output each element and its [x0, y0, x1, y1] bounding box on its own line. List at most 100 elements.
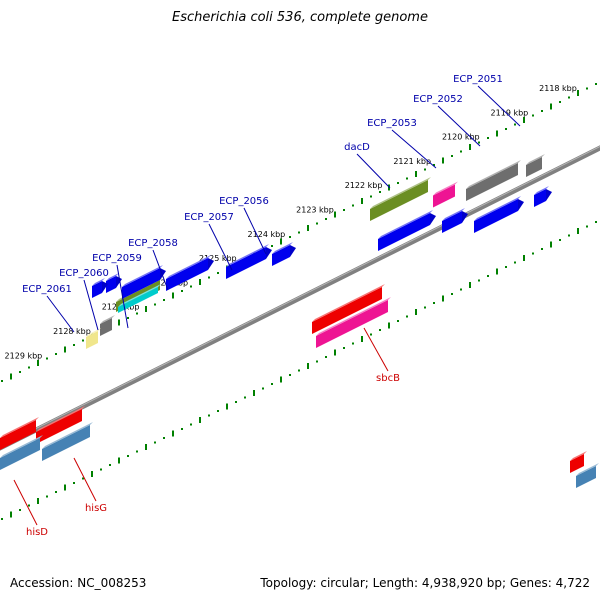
gene-hisD-red-front: [0, 420, 36, 450]
gene-right-steel-top: [576, 463, 599, 476]
upper-ruler-dot: [370, 195, 372, 198]
upper-ruler-dot: [1, 380, 3, 382]
upper-ruler-dot: [154, 303, 156, 306]
gene-ECP_2060: [100, 315, 115, 336]
lower-ruler-dot: [352, 342, 354, 345]
cds-arrow-5: [272, 242, 296, 266]
lower-ruler-dot: [514, 261, 516, 264]
cds-arrow-3-arrow: [462, 211, 468, 223]
cds-arrow-3-front: [442, 211, 462, 233]
cds-arrow-7-arrow: [208, 258, 214, 270]
cds-arrow-3-top: [442, 208, 465, 221]
gene-ECP_2051-top: [526, 154, 545, 165]
lower-ruler-dot: [460, 288, 462, 291]
lower-ruler-dot: [163, 437, 165, 439]
cds-arrow-9-arrow: [116, 276, 122, 288]
cds-arrow-7-front: [166, 258, 208, 291]
lower-ruler-dot: [181, 428, 183, 430]
gene-sbcB-rna-front: [316, 300, 388, 348]
gene-ECP_2060-top: [100, 315, 115, 324]
callout-ECP_2051: [477, 85, 521, 127]
lower-ruler-dot: [244, 396, 246, 399]
label-ECP_2058: ECP_2058: [128, 238, 178, 249]
upper-ruler-dot: [217, 272, 219, 274]
upper-ruler-dot: [208, 276, 210, 279]
upper-ruler-dot: [28, 366, 30, 369]
callout-ECP_2059: [116, 264, 129, 329]
upper-ruler-dot: [298, 231, 300, 234]
lower-ruler-dot: [451, 293, 453, 295]
gene-sbcB: [312, 284, 385, 334]
gene-ECP_2053: [433, 181, 458, 208]
gene-ECP_2052-top: [466, 160, 521, 189]
upper-ruler-dot: [19, 371, 21, 373]
callout-ECP_2052: [437, 105, 481, 147]
cds-arrow-8-top: [122, 265, 163, 287]
cds-arrow-3: [442, 208, 468, 233]
gene-hisG-red: [36, 406, 85, 444]
upper-ruler-dot: [73, 344, 75, 346]
label-ECP_2060: ECP_2060: [59, 268, 109, 279]
cds-arrow-10-top: [92, 278, 105, 286]
topology-text: Topology: circular; Length: 4,938,920 bp…: [260, 576, 590, 590]
gene-ECP_2058-cyan-front: [118, 287, 158, 313]
ruler-label-2118: 2118 kbp: [539, 84, 577, 93]
lower-ruler-dot: [568, 234, 570, 237]
gene-ECP_2052-front: [466, 163, 518, 201]
lower-ruler-dot: [316, 360, 318, 363]
ruler-label-2121: 2121 kbp: [393, 157, 431, 166]
upper-ruler-dot: [406, 177, 408, 180]
cds-arrow-10-arrow: [102, 281, 108, 293]
label-ECP_2052: ECP_2052: [413, 94, 463, 105]
lower-ruler-dot: [190, 423, 192, 426]
upper-ruler-dot: [424, 168, 426, 171]
lower-ruler-dot: [136, 450, 138, 453]
lower-ruler-dot: [55, 491, 57, 493]
lower-ruler-dot: [271, 383, 273, 385]
upper-ruler-dot: [379, 191, 381, 193]
upper-ruler-dot: [505, 128, 507, 130]
lower-ruler-dot: [127, 455, 129, 457]
cds-arrow-2: [474, 196, 524, 233]
lower-ruler-dot: [289, 374, 291, 376]
lower-ruler-dot: [505, 266, 507, 268]
gene-right-steel: [576, 463, 599, 488]
cds-arrow-5-front: [272, 245, 290, 266]
lower-ruler-dot: [379, 329, 381, 331]
callout-dacD: [356, 153, 391, 189]
gene-ECP_2053-top: [433, 181, 458, 196]
upper-ruler-dot: [487, 137, 489, 139]
lower-ruler-dot: [262, 387, 264, 390]
cds-arrow-9: [106, 273, 122, 293]
ruler-label-2123: 2123 kbp: [296, 206, 334, 215]
gene-hisG-red-top: [36, 406, 85, 432]
lower-ruler-dot: [532, 252, 534, 255]
cds-arrow-2-arrow: [518, 199, 524, 211]
gene-ECP_2058-cyan-top: [118, 284, 161, 307]
label-hisD: hisD: [26, 527, 48, 538]
cds-arrow-8: [122, 265, 166, 299]
gene-hisG-steel-top: [42, 422, 93, 449]
gene-hisD-red-top: [0, 417, 39, 438]
gene-ECP_2053-front: [433, 184, 455, 208]
upper-ruler-dot: [433, 164, 435, 166]
cds-arrow-2-top: [474, 196, 521, 221]
gene-dacD-front: [370, 180, 428, 221]
ruler-label-2125: 2125 kbp: [199, 254, 237, 263]
callout-hisG: [73, 457, 97, 502]
lower-ruler-dot: [487, 275, 489, 277]
lower-ruler-dot: [541, 248, 543, 250]
gene-hisD-red: [0, 417, 39, 450]
callout-sbcB: [363, 327, 389, 372]
label-dacD: dacD: [344, 142, 370, 153]
gene-ECP_2061: [86, 328, 101, 349]
gene-ECP_2051: [526, 154, 545, 177]
lower-ruler-dot: [343, 347, 345, 349]
cds-arrow-9-top: [106, 273, 119, 281]
cds-arrow-5-top: [272, 242, 293, 254]
gene-ECP_2051-front: [526, 157, 542, 177]
cds-arrow-1: [534, 186, 552, 207]
gene-dacD-top: [370, 177, 431, 209]
lower-ruler-dot: [46, 495, 48, 498]
upper-ruler-dot: [136, 312, 138, 315]
